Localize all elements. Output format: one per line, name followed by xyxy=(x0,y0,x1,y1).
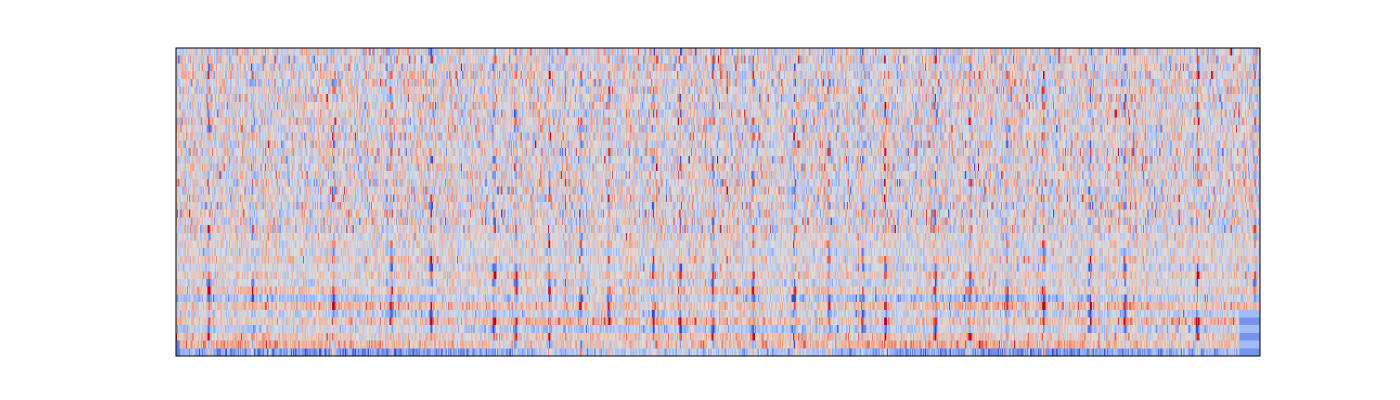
plot-area xyxy=(175,47,1261,357)
heatmap-cells xyxy=(176,48,1260,356)
plot-frame xyxy=(175,47,1261,357)
